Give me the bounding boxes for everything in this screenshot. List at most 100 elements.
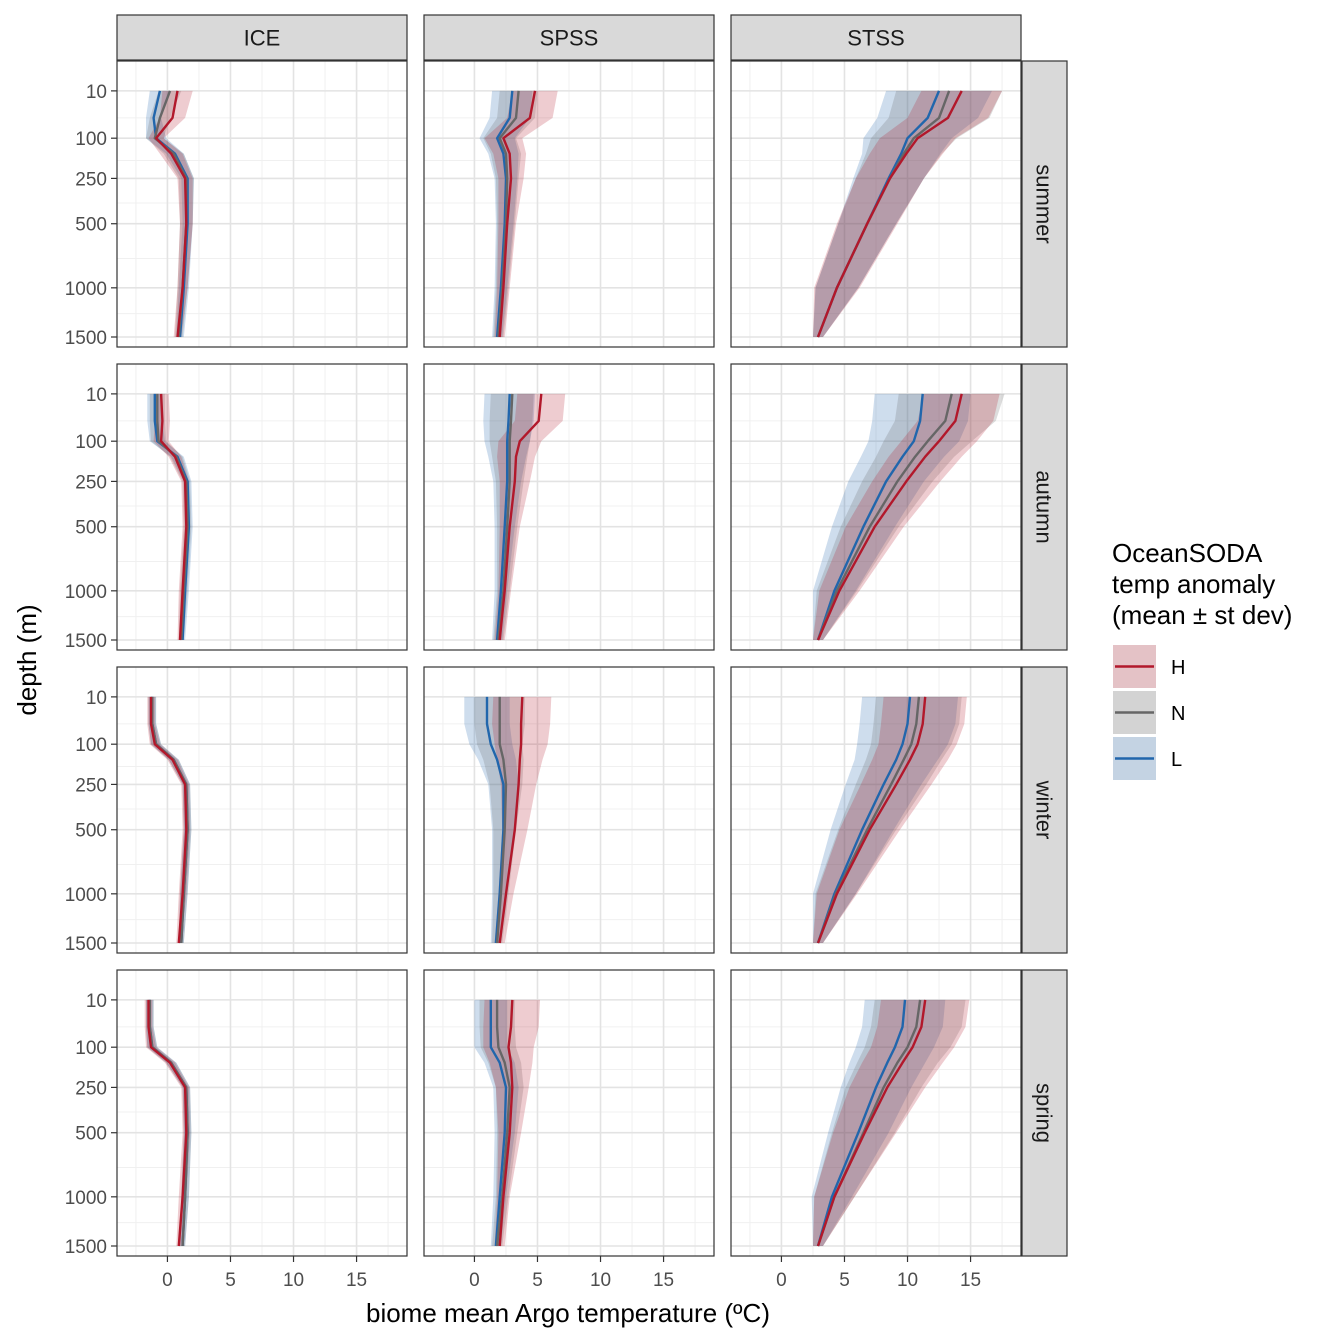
y-tick-label: 10: [86, 991, 107, 1012]
bands: [813, 393, 1005, 640]
line-H: [498, 696, 524, 944]
panel-border: [730, 969, 1022, 1257]
legend-key-L: L: [1113, 737, 1182, 780]
panel-ice-spring: [116, 969, 408, 1257]
panel-border: [116, 969, 408, 1257]
panel-ice-summer: [116, 60, 408, 348]
panel-border: [116, 363, 408, 651]
panels-layer: [116, 60, 1022, 1257]
y-tick-label: 500: [75, 1124, 107, 1145]
y-tick-label: 250: [75, 472, 107, 493]
line-N: [816, 696, 921, 944]
band-L: [147, 393, 193, 640]
lines: [485, 696, 524, 944]
band-H: [813, 696, 967, 943]
band-N: [813, 393, 1005, 640]
y-axis-title: depth (m): [12, 604, 42, 715]
line-H: [816, 90, 963, 338]
y-tick-label: 10: [86, 385, 107, 406]
strip-spss: SPSS: [423, 14, 715, 61]
x-tick-label: 0: [469, 1270, 480, 1291]
line-L: [489, 999, 508, 1247]
y-tick-label: 500: [75, 215, 107, 236]
x-tick-label: 5: [839, 1270, 850, 1291]
line-H: [159, 393, 188, 641]
panel-border: [730, 363, 1022, 651]
line-H: [147, 999, 188, 1247]
lines: [495, 393, 543, 641]
strip-background: [1021, 363, 1068, 651]
lines: [816, 90, 963, 338]
y-tick-label: 100: [75, 129, 107, 150]
bands: [147, 393, 193, 640]
lines: [495, 90, 537, 338]
strip-background: [1021, 969, 1068, 1257]
strip-background: [423, 14, 715, 61]
lines: [489, 999, 514, 1247]
panel-spss-spring: [423, 969, 715, 1257]
panel-stss-summer: [730, 60, 1022, 348]
band-L: [811, 999, 946, 1246]
strip-label: spring: [1032, 1083, 1057, 1143]
x-tick-label: 5: [532, 1270, 543, 1291]
band-H: [813, 90, 1003, 338]
panel-border: [116, 666, 408, 954]
y-tick-label: 250: [75, 775, 107, 796]
line-H: [816, 393, 963, 641]
band-L: [474, 999, 519, 1246]
x-tick-label: 5: [225, 1270, 236, 1291]
line-L: [816, 999, 907, 1247]
bands: [811, 999, 970, 1246]
strip-background: [1021, 60, 1068, 348]
band-H: [483, 999, 540, 1246]
band-H: [148, 90, 193, 338]
lines: [816, 696, 927, 944]
panel-stss-winter: [730, 666, 1022, 954]
panel-border: [423, 363, 715, 651]
strip-background: [730, 14, 1022, 61]
line-L: [495, 90, 514, 338]
line-H: [149, 696, 188, 944]
band-H: [494, 393, 566, 640]
panel-stss-spring: [730, 969, 1022, 1257]
lines: [152, 90, 189, 338]
panel-border: [730, 60, 1022, 348]
panel-border: [730, 666, 1022, 954]
panel-border: [423, 969, 715, 1257]
y-tick-label: 100: [75, 1038, 107, 1059]
y-tick-label: 100: [75, 735, 107, 756]
strip-winter: winter: [1021, 666, 1068, 954]
band-L: [813, 90, 992, 338]
strip-autumn: autumn: [1021, 363, 1068, 651]
strip-background: [1021, 666, 1068, 954]
panel-border: [423, 60, 715, 348]
band-H: [153, 393, 191, 640]
strip-label: winter: [1032, 780, 1057, 840]
strip-label: ICE: [244, 26, 281, 51]
legend-title-line: (mean ± st dev): [1112, 600, 1292, 630]
line-H: [816, 696, 927, 944]
band-N: [813, 999, 966, 1246]
strip-label: autumn: [1032, 470, 1057, 543]
line-N: [495, 999, 511, 1247]
legend-label: H: [1171, 657, 1185, 679]
bands: [146, 90, 194, 338]
line-L: [495, 393, 511, 641]
line-H: [498, 999, 514, 1247]
strip-label: summer: [1032, 164, 1057, 243]
line-L: [485, 696, 505, 944]
line-N: [495, 696, 508, 944]
strip-label: STSS: [847, 26, 904, 51]
y-tick-label: 1000: [65, 279, 107, 300]
lines: [149, 696, 189, 944]
legend-title-line: temp anomaly: [1112, 569, 1275, 599]
line-L: [816, 696, 912, 944]
panel-border: [116, 60, 408, 348]
line-H: [498, 393, 543, 641]
y-tick-label: 1500: [65, 328, 107, 349]
band-H: [813, 393, 1000, 640]
band-N: [474, 696, 525, 943]
strip-summer: summer: [1021, 60, 1068, 348]
